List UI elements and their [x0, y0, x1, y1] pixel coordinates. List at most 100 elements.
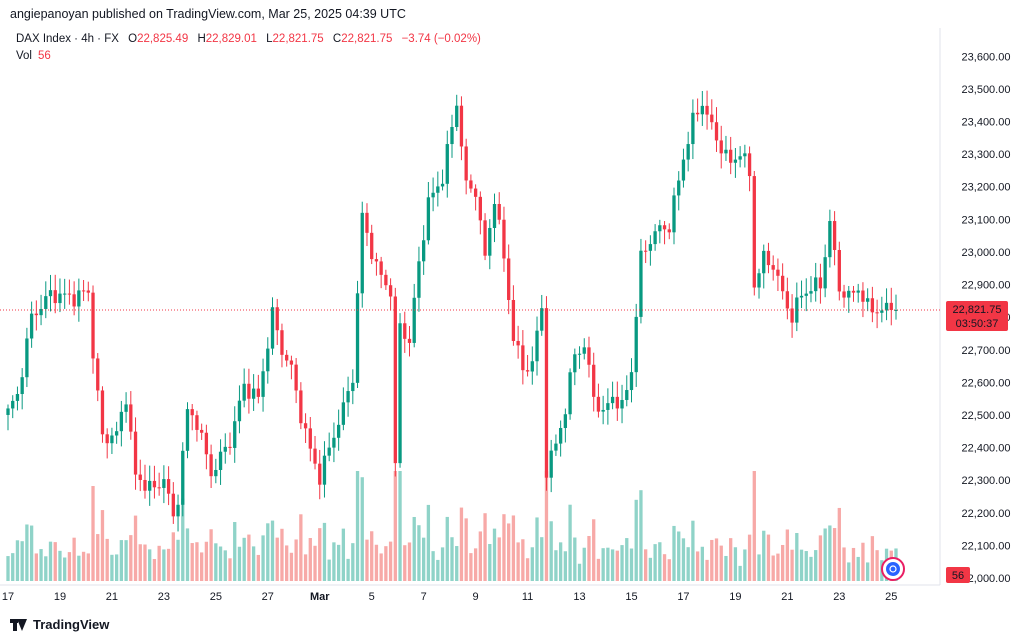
candle-body	[478, 196, 482, 221]
time-tick-label: 23	[158, 591, 170, 603]
candle-body	[780, 275, 785, 292]
time-tick-label: 23	[833, 591, 845, 603]
volume-bar	[620, 545, 624, 581]
candle-body	[119, 411, 124, 432]
volume-bar	[762, 530, 766, 581]
candle-body	[516, 340, 520, 346]
volume-bar	[445, 516, 449, 581]
candle-body	[497, 203, 501, 220]
volume-bar	[629, 548, 634, 581]
time-tick-label: 5	[369, 591, 375, 603]
candle-body	[563, 414, 568, 428]
volume-bar	[573, 537, 577, 581]
candle-body	[20, 377, 24, 395]
volume-bar	[450, 537, 454, 581]
candle-body	[25, 338, 29, 378]
volume-bar	[837, 507, 841, 581]
candle-body	[710, 114, 714, 123]
candle-body	[625, 390, 629, 400]
volume-bar	[318, 528, 322, 581]
candle-body	[738, 156, 742, 160]
volume-bar	[63, 557, 67, 581]
volume-bar	[488, 543, 492, 581]
volume-bar	[15, 540, 20, 581]
candle-body	[148, 480, 152, 491]
candle-body	[818, 277, 823, 289]
time-tick-label: 17	[677, 591, 689, 603]
volume-bar	[554, 550, 558, 581]
volume-bar	[455, 546, 459, 581]
candle-body	[351, 382, 355, 392]
volume-bar	[251, 546, 256, 581]
candle-body	[237, 400, 242, 422]
candle-body	[766, 250, 771, 266]
candle-body	[374, 259, 379, 262]
candle-body	[124, 404, 128, 412]
candle-body	[299, 390, 303, 424]
volume-bar	[563, 551, 568, 581]
candle-body	[695, 112, 700, 115]
candle-body	[714, 122, 719, 141]
candle-body	[48, 290, 53, 297]
symbol-label[interactable]: DAX Index · 4h · FX	[16, 33, 119, 45]
candles	[6, 90, 898, 532]
price-tick-label: 22,500.00	[962, 410, 1011, 422]
volume-bar	[625, 538, 629, 581]
time-tick-label: 21	[106, 591, 118, 603]
candle-body	[875, 312, 879, 314]
volume-bar	[181, 498, 185, 581]
candle-body	[809, 291, 813, 294]
volume-bar	[695, 551, 700, 581]
candle-body	[181, 450, 185, 505]
candle-body	[488, 227, 492, 256]
candle-body	[729, 149, 733, 163]
candle-body	[601, 409, 605, 412]
volume-bar	[91, 486, 95, 581]
volume-bar	[677, 531, 681, 581]
volume-bar	[667, 559, 671, 581]
volume-bar	[780, 544, 785, 581]
volume-bar	[148, 549, 152, 581]
price-tick-label: 22,700.00	[962, 345, 1011, 357]
candle-body	[705, 105, 709, 115]
candle-body	[63, 293, 67, 295]
candle-body	[785, 291, 790, 309]
volume-bar	[639, 490, 643, 581]
volume-bar	[856, 556, 860, 581]
volume-bar	[417, 525, 421, 581]
time-tick-label: 21	[781, 591, 793, 603]
volume-bar	[44, 556, 48, 581]
volume-bar	[648, 557, 653, 581]
volume-bar	[530, 547, 534, 581]
bar-countdown-label: 03:50:37	[956, 318, 999, 330]
candle-body	[322, 455, 327, 485]
volume-bar	[492, 528, 497, 581]
candle-body	[582, 347, 586, 354]
candle-body	[200, 429, 204, 433]
candle-body	[894, 309, 898, 311]
volume-bar	[431, 551, 435, 581]
candle-body	[639, 250, 643, 317]
volume-bar	[195, 542, 199, 581]
price-tick-label: 23,100.00	[962, 214, 1011, 226]
current-price-label: 22,821.75	[953, 304, 1002, 316]
candle-body	[629, 372, 634, 391]
candle-body	[426, 197, 431, 241]
volume-bar	[346, 558, 350, 581]
candle-body	[615, 396, 619, 409]
candle-body	[318, 463, 322, 485]
volume-bar	[549, 521, 553, 581]
candle-body	[436, 186, 440, 193]
volume-bar	[582, 547, 586, 581]
volume-bar	[832, 528, 837, 581]
volume-bar	[34, 553, 38, 581]
volume-bar	[162, 549, 166, 581]
candle-body	[507, 258, 511, 300]
goto-realtime-icon[interactable]	[881, 557, 905, 581]
volume-bar	[256, 554, 260, 581]
volume-bar	[459, 507, 464, 581]
candle-body	[847, 290, 851, 298]
candle-body	[473, 188, 478, 197]
volume-bar	[870, 536, 875, 581]
